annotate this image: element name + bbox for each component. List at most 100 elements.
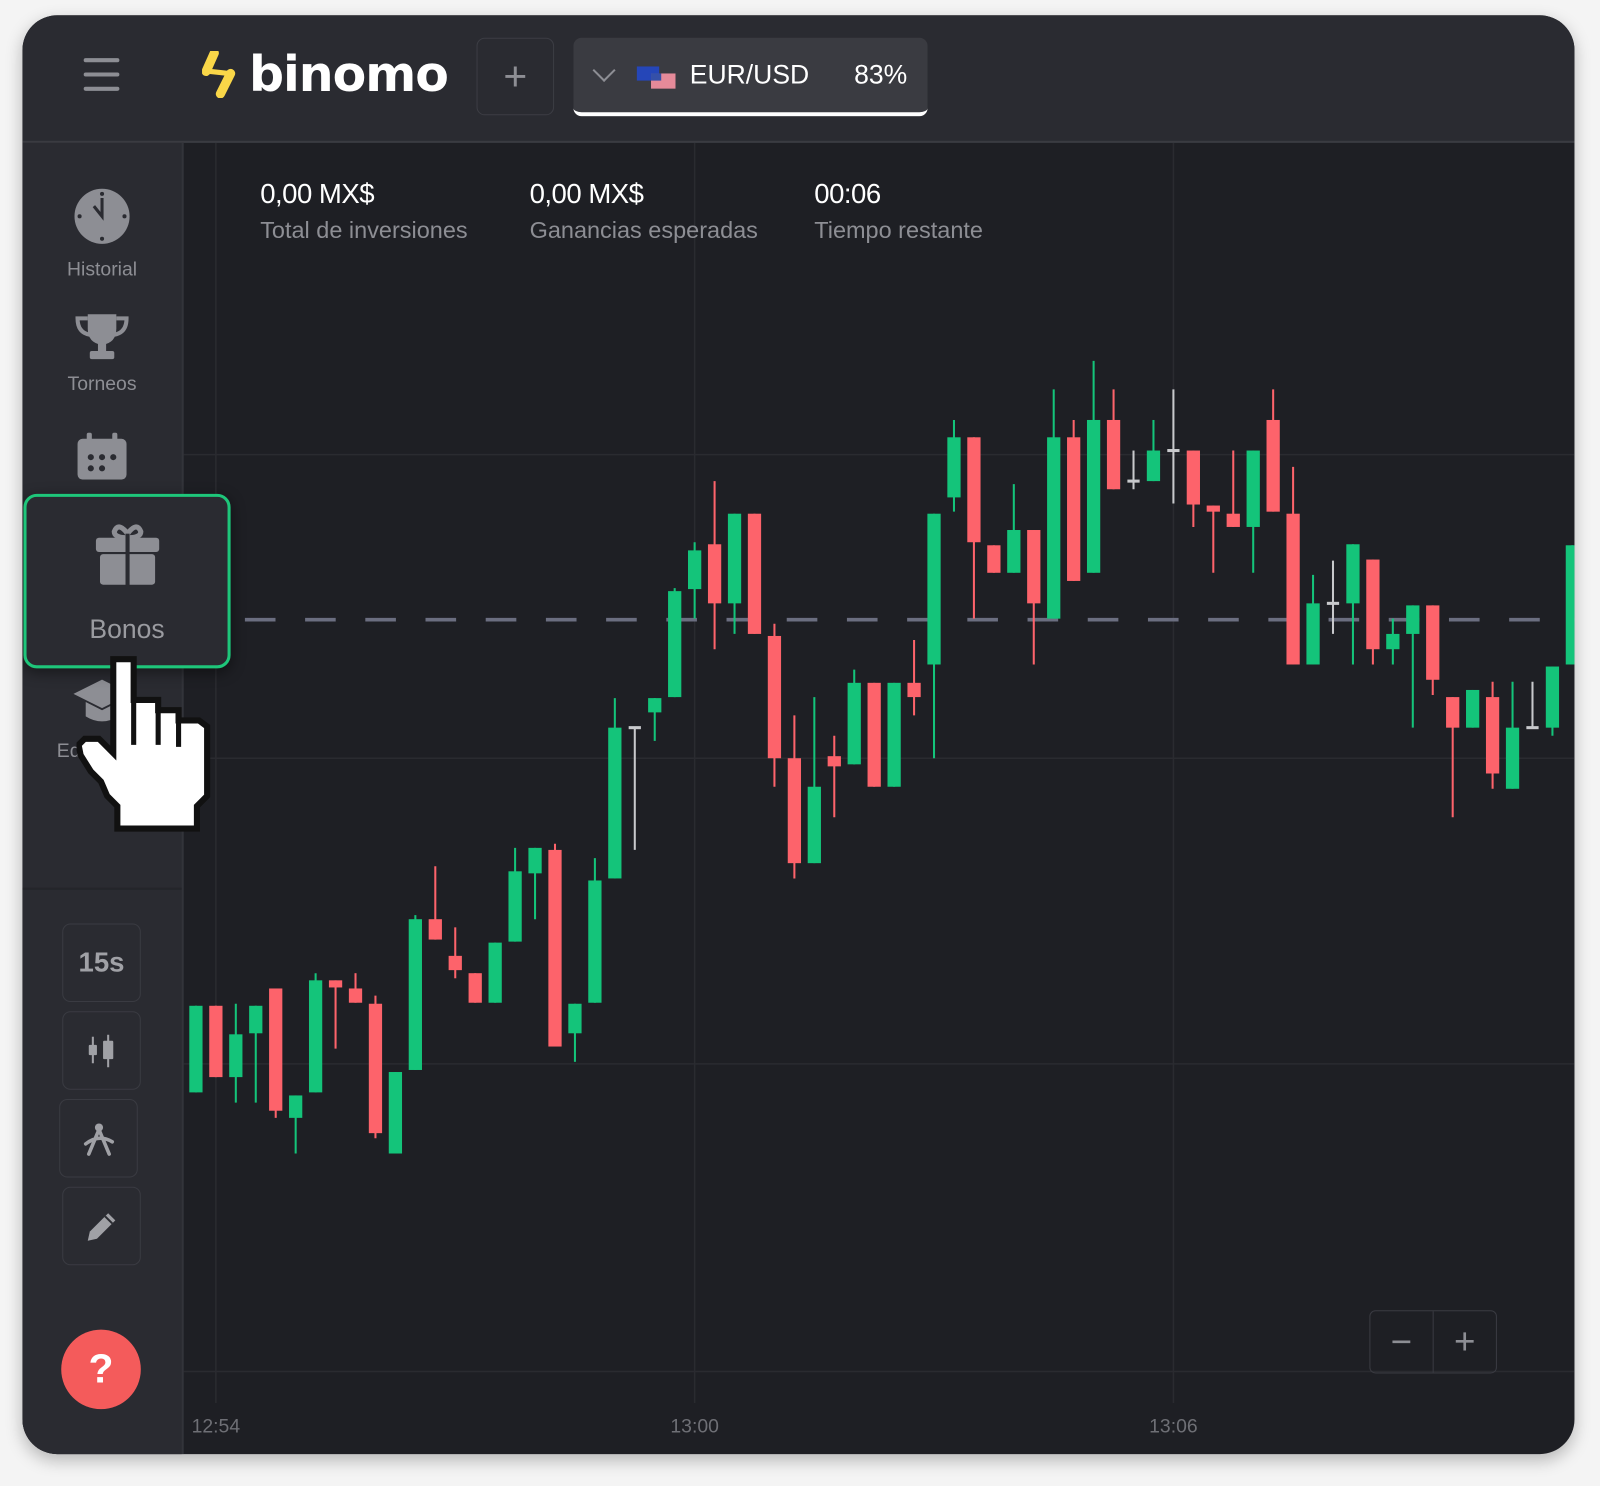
candle-body — [1505, 727, 1520, 789]
timeframe-label: 15s — [78, 946, 125, 978]
candle-body — [328, 980, 343, 988]
candle-body — [1406, 605, 1420, 634]
candle-body — [1526, 726, 1539, 730]
candle-body — [1326, 601, 1340, 605]
sidebar-item-torneos[interactable]: Torneos — [22, 312, 181, 396]
menu-icon[interactable] — [83, 58, 120, 91]
candle-body — [568, 1003, 582, 1034]
candle-body — [887, 682, 901, 787]
asset-selector[interactable]: EUR/USD 83% — [573, 37, 928, 117]
stat-value: 0,00 MX$ — [260, 178, 375, 210]
candle-body — [1545, 666, 1560, 728]
sidebar-item-calendar[interactable] — [22, 432, 181, 480]
candle-body — [1206, 505, 1220, 512]
logo-bolt-icon — [202, 51, 236, 98]
candle-body — [648, 698, 662, 713]
x-tick-label: 13:06 — [1149, 1416, 1198, 1438]
candle-body — [1485, 697, 1500, 774]
app-window: binomo + EUR/USD 83% Historial Torneos E… — [22, 15, 1575, 1455]
stat-value: 00:06 — [814, 178, 881, 210]
hand-cursor-icon — [76, 656, 211, 832]
stat-label: Total de inversiones — [260, 216, 468, 243]
asset-payout: 83% — [854, 59, 908, 90]
chart-tools: 15s ? — [22, 887, 182, 1455]
candle-body — [488, 942, 502, 1003]
candle-body — [1067, 437, 1081, 581]
candle-body — [468, 973, 482, 1003]
timeframe-button[interactable]: 15s — [62, 923, 141, 1003]
zoom-in-button[interactable]: + — [1432, 1311, 1496, 1373]
stat-total-investments: 0,00 MX$ Total de inversiones — [260, 179, 467, 244]
sidebar-item-label: Torneos — [67, 373, 137, 395]
candle-body — [368, 1003, 383, 1134]
candle-body — [668, 591, 682, 698]
candle-body — [508, 871, 522, 942]
indicators-button[interactable] — [59, 1098, 138, 1178]
candle-body — [987, 545, 1001, 573]
candle-body — [947, 437, 961, 498]
candle-body — [927, 513, 941, 665]
stat-label: Ganancias esperadas — [529, 216, 758, 243]
x-tick-label: 12:54 — [191, 1416, 241, 1438]
candle-body — [249, 1005, 263, 1034]
candle-body — [229, 1034, 243, 1078]
candle-body — [1246, 450, 1260, 527]
trophy-icon — [75, 314, 129, 360]
candle-body — [1106, 419, 1121, 490]
candle-body — [289, 1095, 303, 1118]
candle-body — [747, 513, 762, 634]
candle-body — [1366, 559, 1380, 650]
candle-body — [967, 437, 981, 543]
add-asset-button[interactable]: + — [476, 37, 555, 116]
question-icon: ? — [88, 1346, 114, 1392]
candle-body — [548, 849, 562, 1047]
logo: binomo — [202, 45, 449, 104]
stat-value: 0,00 MX$ — [529, 178, 644, 210]
candle-body — [1286, 513, 1300, 665]
candle-body — [588, 880, 602, 1003]
calendar-icon — [77, 432, 127, 480]
candle-body — [269, 988, 283, 1111]
candle-body — [1226, 513, 1240, 527]
candle-body — [1426, 605, 1440, 680]
candle-body — [348, 988, 363, 1003]
price-chart[interactable] — [181, 142, 1575, 1454]
candle-body — [428, 919, 442, 940]
candle-body — [1007, 530, 1021, 573]
stat-time-remaining: 00:06 Tiempo restante — [814, 179, 983, 244]
eur-usd-flag-icon — [636, 64, 676, 89]
candle-body — [528, 847, 542, 874]
sidebar-item-bonos[interactable]: Bonos — [23, 493, 231, 669]
logo-text: binomo — [248, 45, 449, 104]
candle-body — [688, 550, 702, 590]
plus-icon: + — [503, 53, 528, 99]
candle-body — [1127, 479, 1140, 483]
candle-body — [1186, 450, 1200, 505]
candle-body — [1346, 544, 1360, 604]
candle-body — [787, 758, 802, 864]
candle-body — [1306, 603, 1320, 665]
candle-body — [1047, 437, 1061, 619]
candle-body — [1027, 530, 1041, 604]
sidebar-item-label: Historial — [67, 259, 138, 281]
sidebar-item-historial[interactable]: Historial — [22, 188, 181, 282]
help-button[interactable]: ? — [61, 1329, 141, 1410]
candle-body — [1266, 419, 1280, 512]
candle-body — [448, 955, 462, 971]
zoom-out-button[interactable]: − — [1390, 1320, 1413, 1363]
chart-type-button[interactable] — [62, 1011, 141, 1090]
clock-icon — [74, 188, 130, 244]
candle-body — [1086, 419, 1101, 573]
candle-body — [1466, 689, 1480, 728]
pencil-icon — [87, 1212, 115, 1241]
candle-body — [727, 513, 742, 604]
candle-body — [608, 727, 622, 879]
stat-label: Tiempo restante — [814, 216, 983, 243]
candle-body — [1146, 450, 1161, 482]
compass-icon — [83, 1122, 114, 1156]
candle-body — [707, 544, 722, 604]
drawing-button[interactable] — [62, 1186, 141, 1266]
candle-body — [847, 682, 861, 765]
chevron-down-icon — [592, 58, 616, 82]
candle-body — [907, 682, 921, 698]
